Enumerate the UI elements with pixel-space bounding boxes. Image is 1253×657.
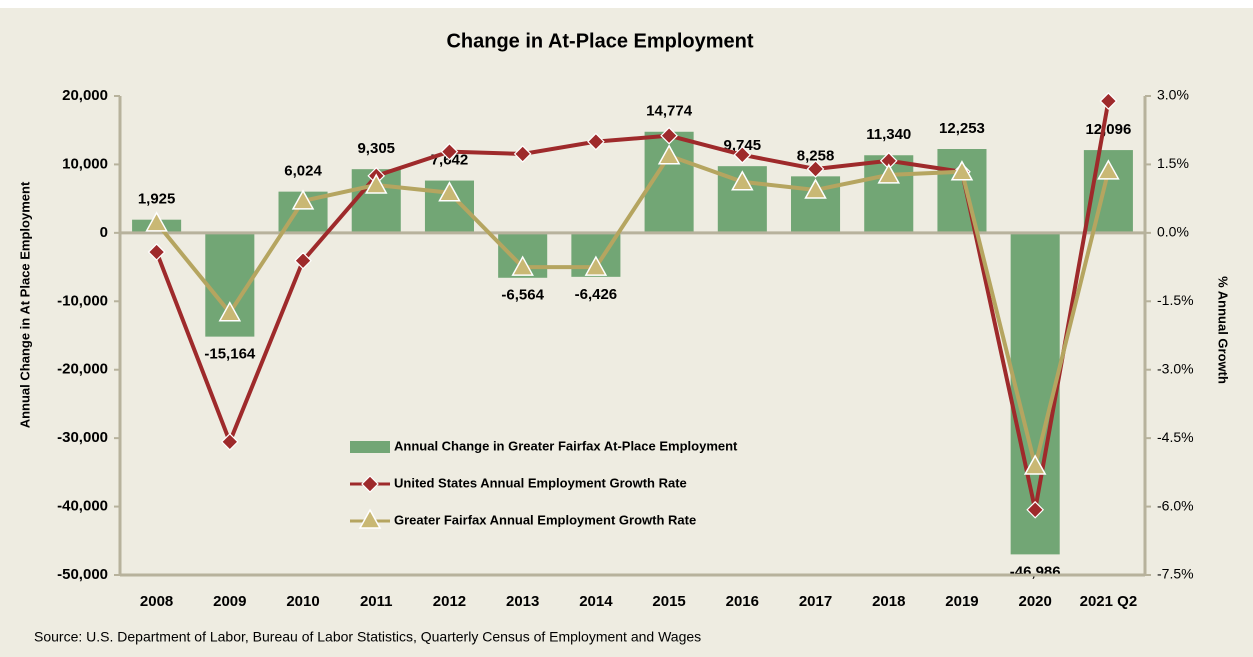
data-label: 6,024 (284, 163, 322, 180)
data-label: 9,305 (357, 140, 395, 157)
data-label: 11,340 (866, 126, 911, 143)
x-tick-label: 2014 (579, 593, 613, 610)
y-tick-label: -20,000 (57, 361, 108, 378)
y-tick-label: 20,000 (62, 87, 108, 104)
data-label: 14,774 (646, 103, 693, 120)
y-tick-label: 10,000 (62, 155, 108, 172)
marker (804, 178, 827, 199)
marker (1099, 92, 1118, 110)
legend-label: Greater Fairfax Annual Employment Growth… (394, 512, 696, 527)
legend-swatch (350, 441, 390, 453)
marker (806, 160, 825, 178)
marker (218, 301, 242, 322)
y2-axis-label: % Annual Growth (1216, 276, 1231, 384)
marker (511, 255, 534, 276)
y-axis-label: Annual Change in At Place Employment (17, 181, 32, 428)
legend-label: Annual Change in Greater Fairfax At-Plac… (394, 438, 738, 453)
y-tick-label: -40,000 (57, 498, 108, 515)
marker (950, 160, 974, 181)
line (155, 153, 1111, 467)
data-label: 8,258 (797, 147, 835, 164)
x-tick-label: 2019 (945, 593, 978, 610)
marker (358, 508, 382, 529)
marker (660, 126, 678, 145)
marker (364, 173, 388, 194)
x-tick-label: 2012 (433, 593, 466, 610)
x-tick-label: 2018 (872, 593, 905, 610)
marker (1097, 159, 1120, 180)
legend-label: United States Annual Employment Growth R… (394, 475, 687, 490)
y2-tick-label: -3.0% (1157, 360, 1194, 376)
data-label: -15,164 (204, 346, 256, 363)
marker (294, 251, 312, 270)
marker (145, 211, 168, 232)
marker (438, 181, 461, 202)
marker (220, 432, 239, 451)
y2-tick-label: 3.0% (1157, 87, 1189, 103)
marker (440, 142, 459, 161)
marker (731, 170, 754, 191)
y2-tick-label: 0.0% (1157, 224, 1189, 240)
data-label: 1,925 (138, 191, 176, 208)
x-tick-label: 2008 (140, 593, 173, 610)
y2-tick-label: -4.5% (1157, 429, 1194, 445)
x-tick-label: 2013 (506, 593, 539, 610)
x-tick-label: 2017 (799, 593, 832, 610)
line (154, 100, 1111, 511)
marker (513, 145, 532, 163)
y-tick-label: 0 (100, 224, 108, 241)
data-label: -46,986 (1010, 563, 1061, 580)
x-tick-label: 2009 (213, 593, 246, 610)
x-tick-label: 2016 (726, 593, 759, 610)
y2-tick-label: -7.5% (1157, 566, 1194, 582)
x-tick-label: 2011 (360, 593, 393, 610)
y-tick-label: -10,000 (57, 292, 108, 309)
marker (291, 189, 315, 210)
x-tick-label: 2015 (652, 593, 685, 610)
y-tick-label: -50,000 (57, 566, 108, 583)
data-label: -6,564 (501, 287, 544, 304)
x-tick-label: 2020 (1018, 593, 1051, 610)
marker (1026, 500, 1045, 519)
marker (733, 146, 752, 164)
y-tick-label: -30,000 (57, 429, 108, 446)
data-label: 9,745 (724, 137, 762, 154)
marker (657, 144, 681, 165)
marker (361, 475, 379, 493)
y2-tick-label: 1.5% (1157, 155, 1189, 171)
source-note: Source: U.S. Department of Labor, Bureau… (34, 629, 701, 645)
marker (147, 243, 166, 261)
x-tick-label: 2010 (286, 593, 319, 610)
marker (587, 132, 605, 151)
marker (877, 163, 901, 184)
x-tick-label: 2021 Q2 (1080, 593, 1138, 610)
data-label: -6,426 (575, 286, 618, 303)
marker (1023, 454, 1047, 475)
data-label: 12,096 (1085, 121, 1131, 138)
data-label: 12,253 (939, 120, 985, 137)
y2-tick-label: -6.0% (1157, 497, 1194, 513)
marker (584, 255, 608, 276)
chart-title: Change in At-Place Employment (446, 30, 753, 52)
y2-tick-label: -1.5% (1157, 292, 1194, 308)
